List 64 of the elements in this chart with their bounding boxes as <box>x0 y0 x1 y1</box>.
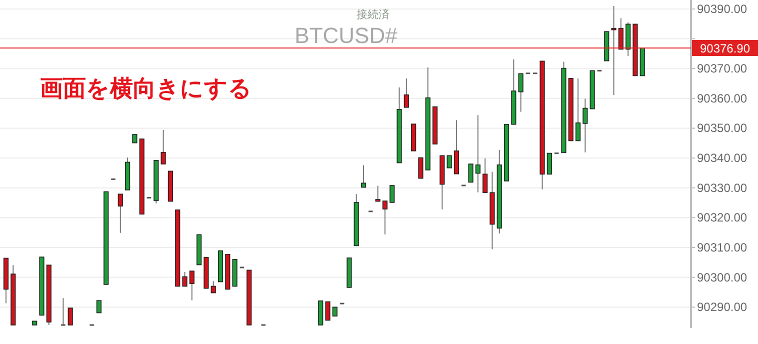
candlestick <box>475 114 480 193</box>
y-tick-label: 90320.00 <box>697 210 748 225</box>
text: BTCUSD# <box>294 23 398 48</box>
y-tick-label: 90300.00 <box>697 270 748 284</box>
candlestick <box>160 130 166 164</box>
candlestick <box>168 170 174 202</box>
candlestick <box>375 185 380 202</box>
candlestick <box>232 259 238 287</box>
y-tick-label: 90330.00 <box>697 180 748 195</box>
y-tick-label: 90370.00 <box>697 62 748 76</box>
candlestick <box>332 306 338 316</box>
candlestick <box>318 300 324 326</box>
candlestick <box>68 308 73 326</box>
candlestick <box>590 70 595 110</box>
candlestick <box>404 78 409 108</box>
candlestick <box>632 24 638 76</box>
y-tick-label: 90390.00 <box>697 2 748 16</box>
candlestick <box>210 280 216 294</box>
candlestick <box>182 271 188 287</box>
candlestick <box>546 152 552 175</box>
candlestick <box>360 164 366 188</box>
annotation: 画面を横向きにする <box>40 75 252 101</box>
candlestick <box>118 194 123 234</box>
y-tick-label: 90310.00 <box>697 240 748 254</box>
candlestick <box>39 256 44 316</box>
candlestick <box>604 31 610 62</box>
candlestick <box>390 185 395 203</box>
candlestick <box>346 258 352 288</box>
ref-line-label: 90376.90 <box>700 42 750 56</box>
candlestick <box>246 270 252 326</box>
candlestick <box>189 270 194 301</box>
candlestick <box>175 210 180 287</box>
candlestick <box>32 320 38 326</box>
candlestick <box>582 98 588 153</box>
candlestick <box>96 300 102 314</box>
y-tick-label: 90290.00 <box>697 300 748 314</box>
candlestick <box>482 158 488 194</box>
candlestick <box>468 164 474 183</box>
candlestick <box>568 78 574 142</box>
candlestick <box>196 234 202 266</box>
candlestick <box>104 191 109 285</box>
candlestick <box>640 48 645 76</box>
candlestick <box>518 73 524 112</box>
candlestick <box>575 78 581 142</box>
candlestick <box>225 254 230 290</box>
candlestick <box>454 120 460 174</box>
candlestick <box>618 18 624 50</box>
candlestick <box>132 134 138 144</box>
candlestick <box>418 157 424 179</box>
annotation: 接続済 <box>356 8 390 21</box>
candlestick <box>139 138 144 214</box>
y-tick-label: 90340.00 <box>697 151 748 166</box>
candlestick <box>382 200 388 235</box>
candlestick <box>218 250 224 282</box>
candlestick <box>611 5 616 96</box>
candlestick <box>504 124 510 182</box>
candlestick <box>61 298 66 326</box>
y-tick-label: 90360.00 <box>697 91 748 106</box>
candlestick <box>325 301 330 321</box>
y-tick-label: 90350.00 <box>697 121 748 136</box>
candlestick <box>204 256 209 289</box>
candlestick <box>411 124 416 152</box>
candlestick <box>432 106 438 144</box>
candlestick <box>446 155 452 168</box>
